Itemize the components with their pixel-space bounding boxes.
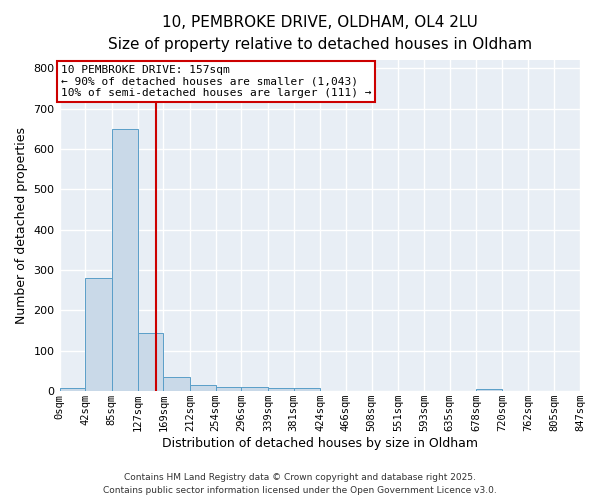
Bar bbox=[59, 388, 85, 391]
Bar bbox=[190, 384, 215, 391]
X-axis label: Distribution of detached houses by size in Oldham: Distribution of detached houses by size … bbox=[162, 437, 478, 450]
Bar bbox=[268, 388, 293, 391]
Bar bbox=[476, 389, 502, 391]
Bar bbox=[112, 129, 137, 391]
Bar bbox=[241, 387, 268, 391]
Text: Contains HM Land Registry data © Crown copyright and database right 2025.
Contai: Contains HM Land Registry data © Crown c… bbox=[103, 474, 497, 495]
Bar bbox=[163, 377, 190, 391]
Bar bbox=[85, 278, 112, 391]
Y-axis label: Number of detached properties: Number of detached properties bbox=[15, 127, 28, 324]
Text: 10 PEMBROKE DRIVE: 157sqm
← 90% of detached houses are smaller (1,043)
10% of se: 10 PEMBROKE DRIVE: 157sqm ← 90% of detac… bbox=[61, 65, 371, 98]
Bar bbox=[137, 334, 163, 391]
Bar bbox=[293, 388, 320, 391]
Bar bbox=[215, 387, 241, 391]
Title: 10, PEMBROKE DRIVE, OLDHAM, OL4 2LU
Size of property relative to detached houses: 10, PEMBROKE DRIVE, OLDHAM, OL4 2LU Size… bbox=[108, 15, 532, 52]
